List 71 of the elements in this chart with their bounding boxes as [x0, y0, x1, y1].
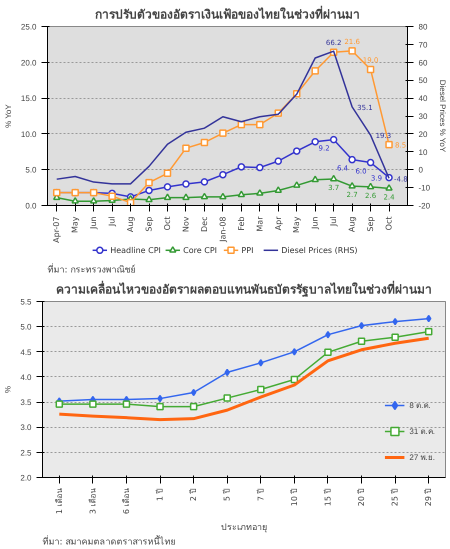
x-tick-label: Oct — [384, 216, 394, 230]
x-tick-label: 15 ปี — [323, 488, 332, 506]
chart-title: ความเคลื่อนไหวของอัตราผลตอบแทนพันธบัตรรัฐบาลไทยในช่วงที่ผ่านมา — [56, 280, 432, 298]
legend-label: 31 ต.ค. — [409, 426, 435, 438]
x-tick-label: Jul — [329, 216, 338, 228]
y-axis-title: % — [3, 386, 12, 394]
text: ที่มา: สมาคมตลาดตราสารหนี้ไทย — [42, 534, 176, 548]
text: ที่มา: กระทรวงพาณิชย์ — [48, 262, 136, 276]
legend-label: 27 พ.ย. — [409, 452, 435, 464]
y-tick-label: 4.0 — [20, 372, 32, 382]
y-tick-label: 5.0 — [25, 166, 38, 175]
x-tick-label: Jun — [310, 216, 320, 230]
y2-tick-label: 50 — [418, 76, 428, 86]
x-tick-label: 7 ปี — [256, 488, 266, 502]
x-tick-label: Apr-07 — [52, 216, 62, 243]
x-tick-label: May — [70, 216, 80, 234]
y2-axis-title: Diesel Prices % YoY — [438, 80, 448, 153]
x-tick-label: 6 เดือน — [122, 488, 131, 514]
x-tick-label: Aug — [126, 216, 136, 232]
x-tick-label: 1 เดือน — [54, 488, 64, 514]
legend-label: Headline CPI — [110, 246, 161, 255]
y-tick-label: 2.0 — [20, 474, 32, 482]
y2-tick-label: -20 — [418, 202, 431, 210]
x-tick-label: 1 ปี — [156, 488, 165, 502]
x-tick-label: Nov — [181, 216, 190, 232]
x-tick-label: Jul — [108, 216, 117, 228]
x-tick-label: Jan-08 — [218, 216, 228, 243]
legend-label: Core CPI — [183, 246, 218, 255]
y2-tick-label: 10 — [418, 148, 428, 157]
x-tick-label: 29 ปี — [424, 488, 434, 506]
x-tick-label: Oct — [163, 216, 172, 230]
x-tick-label: May — [292, 216, 302, 234]
x-tick-label: 5 ปี — [222, 488, 232, 502]
legend-label: 8 ต.ค. — [409, 400, 431, 412]
y-tick-label: 25.0 — [20, 22, 38, 32]
x-tick-label: 10 ปี — [290, 488, 299, 506]
x-tick-label: Sep — [144, 216, 154, 232]
y-tick-label: 10.0 — [20, 130, 38, 139]
x-tick-label: Mar — [255, 216, 264, 232]
y-tick-label: 20.0 — [20, 58, 38, 68]
x-tick-label: 3 เดือน — [88, 488, 98, 514]
y-tick-label: 4.5 — [20, 348, 32, 357]
y-tick-label: 5.0 — [20, 322, 32, 332]
y2-tick-label: -10 — [418, 184, 431, 193]
y2-tick-label: 60 — [418, 58, 428, 68]
y-tick-label: 0.0 — [25, 202, 38, 210]
y2-tick-label: 20 — [418, 130, 428, 139]
x-tick-label: 2 ปี — [189, 488, 198, 502]
x-axis-title: ประเภทอายุ — [221, 522, 267, 534]
y-tick-label: 15.0 — [20, 94, 38, 104]
y-tick-label: 3.5 — [20, 398, 32, 408]
y-axis-title: % YoY — [4, 104, 13, 128]
x-tick-label: Sep — [366, 216, 376, 232]
x-tick-label: Feb — [236, 216, 246, 231]
y2-tick-label: 30 — [418, 112, 428, 121]
y-tick-label: 3.0 — [20, 423, 32, 432]
x-tick-label: 20 ปี — [357, 488, 366, 506]
y-tick-label: 2.5 — [20, 448, 32, 458]
y2-tick-label: 80 — [418, 22, 428, 32]
x-tick-label: 25 ปี — [390, 488, 400, 506]
legend-label: PPI — [241, 246, 254, 255]
x-tick-label: Jun — [89, 216, 98, 230]
y2-tick-label: 40 — [418, 94, 428, 104]
y2-tick-label: 70 — [418, 40, 428, 50]
x-tick-label: Aug — [348, 216, 357, 232]
chart-title: การปรับตัวของอัตราเงินเฟ้อของไทยในช่วงที่ผ่านมา — [95, 6, 360, 22]
y2-tick-label: 0 — [418, 166, 424, 175]
x-tick-label: Dec — [200, 216, 209, 232]
x-tick-label: Apr — [274, 216, 283, 230]
y-tick-label: 5.5 — [20, 298, 32, 306]
legend-label: Diesel Prices (RHS) — [281, 246, 358, 255]
